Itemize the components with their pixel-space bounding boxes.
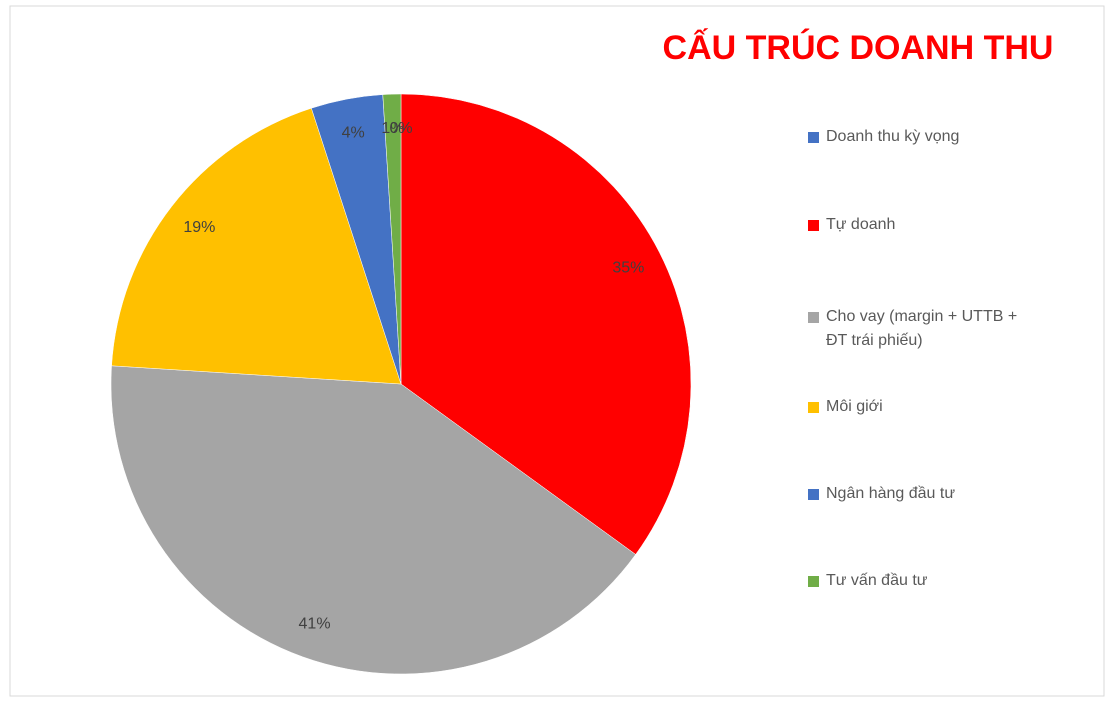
pie-slice <box>382 93 402 385</box>
legend-item: Doanh thu kỳ vọng <box>808 125 1026 149</box>
data-label: 19% <box>183 219 215 236</box>
legend-item: Cho vay (margin + UTTB + ĐT trái phiếu) <box>808 305 1026 353</box>
legend-label: Môi giới <box>826 398 883 415</box>
legend-item: Tự doanh <box>808 213 1026 237</box>
legend-swatch <box>808 576 819 587</box>
pie-slice <box>400 93 692 555</box>
legend-item: Ngân hàng đầu tư <box>808 482 1026 506</box>
legend-label: Tư vấn đầu tư <box>826 572 928 589</box>
data-label: 35% <box>612 259 644 276</box>
legend-label: Tự doanh <box>826 216 896 233</box>
legend-label: Doanh thu kỳ vọng <box>826 128 960 145</box>
legend-swatch <box>808 132 819 143</box>
legend-swatch <box>808 312 819 323</box>
pie-slice <box>111 107 402 385</box>
legend-swatch <box>808 220 819 231</box>
legend-item: Môi giới <box>808 395 1026 419</box>
legend-label: Ngân hàng đầu tư <box>826 485 956 502</box>
data-label: 4% <box>342 125 365 142</box>
legend-swatch <box>808 489 819 500</box>
pie-slice <box>110 365 636 675</box>
chart-title: CẤU TRÚC DOANH THU <box>663 29 1054 67</box>
legend-label: Cho vay (margin + UTTB + ĐT trái phiếu) <box>826 308 1018 349</box>
data-label: 1% <box>381 120 404 137</box>
legend-swatch <box>808 402 819 413</box>
data-label: 0% <box>389 120 412 137</box>
chart-border <box>9 5 1105 697</box>
legend-item: Tư vấn đầu tư <box>808 569 1026 593</box>
data-label: 41% <box>299 615 331 632</box>
